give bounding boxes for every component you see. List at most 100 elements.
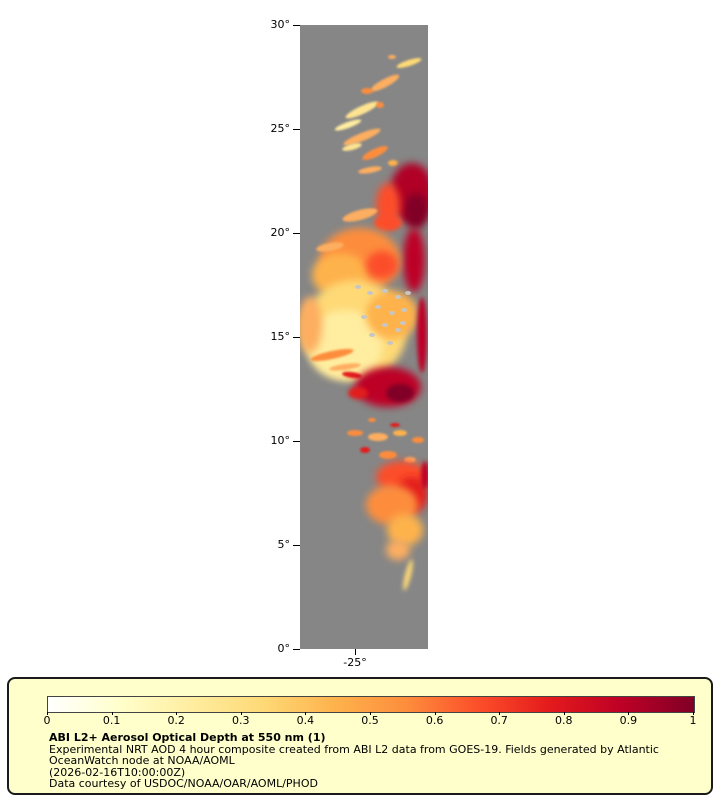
aerosol-plume (368, 433, 388, 441)
legend-title: ABI L2+ Aerosol Optical Depth at 550 nm … (49, 731, 326, 744)
cloud-speck (355, 285, 361, 289)
aerosol-plume (412, 437, 424, 443)
aerosol-plume (342, 208, 378, 222)
aerosol-plume (404, 193, 428, 229)
colorbar-tick-label: 0.9 (619, 714, 638, 727)
colorbar-tick (111, 712, 113, 715)
lat-tick (293, 336, 300, 338)
colorbar-tick (628, 712, 630, 715)
lat-tick (293, 440, 300, 442)
aerosol-plume (347, 430, 363, 436)
colorbar-tick (240, 712, 242, 715)
aerosol-plume (390, 423, 400, 427)
aerosol-plume (358, 166, 382, 174)
aod-map-figure: 30° 25° 20° 15° 10° 5° 0° -25° (270, 18, 428, 669)
cloud-speck (395, 295, 401, 299)
aerosol-plume (362, 146, 388, 160)
colorbar-tick-label: 0.3 (232, 714, 250, 727)
aerosol-plume (342, 371, 362, 379)
colorbar-tick-label: 0.2 (167, 714, 185, 727)
lat-tick-label: 0° (277, 642, 291, 655)
colorbar-tick (693, 712, 694, 715)
lat-tick (293, 648, 300, 650)
lat-tick (293, 128, 300, 130)
legend-description-line: OceanWatch node at NOAA/AOML (49, 754, 235, 768)
legend-panel: 0 0.1 0.2 0.3 0.4 0.5 0.6 0.7 0.8 0.9 1 ABI L2+ Ae… (7, 677, 713, 795)
colorbar-tick (499, 712, 501, 715)
aerosol-plume (348, 387, 368, 399)
cloud-speck (382, 289, 388, 293)
legend-description: Experimental NRT AOD 4 hour composite cr… (49, 742, 659, 791)
colorbar-tick-label: 0.8 (555, 714, 573, 727)
lat-tick-label: 20° (270, 226, 291, 239)
colorbar-tick-label: 0.1 (102, 714, 121, 727)
aerosol-plume (316, 242, 344, 252)
lat-tick-label: 15° (270, 330, 291, 343)
legend-description-line: (2026-02-16T10:00:00Z) (49, 765, 186, 779)
aerosol-plume (393, 430, 407, 436)
aerosol-plume (376, 102, 384, 108)
aerosol-plume (307, 310, 383, 380)
colorbar-tick (434, 712, 436, 715)
cloud-speck (401, 308, 407, 312)
aerosol-plume (387, 514, 423, 546)
cloud-speck (405, 291, 411, 295)
legend-description-line: Data courtesy of USDOC/NOAA/OAR/AOML/PHO… (49, 777, 318, 791)
lat-tick-label: 30° (270, 18, 291, 31)
aerosol-plume (388, 55, 396, 59)
lat-tick (293, 24, 300, 26)
aerosol-plume (417, 297, 427, 373)
cloud-speck (375, 305, 381, 309)
cloud-speck (387, 341, 393, 345)
colorbar-tick-label: 0.7 (490, 714, 508, 727)
colorbar-gradient (47, 696, 695, 713)
aerosol-plume (421, 461, 428, 489)
cloud-speck (395, 328, 401, 332)
lat-tick (293, 232, 300, 234)
aerosol-plume (403, 559, 413, 591)
aerosol-plume (360, 447, 370, 453)
aerosol-plume (329, 363, 361, 371)
cloud-speck (400, 321, 406, 325)
colorbar-tick (176, 712, 178, 715)
colorbar-tick-label: 0 (43, 714, 51, 727)
aerosol-plume (355, 367, 421, 407)
aerosol-plume (366, 251, 398, 279)
aerosol-plume (370, 74, 400, 92)
colorbar-tick (370, 712, 371, 715)
legend-description-line: Experimental NRT AOD 4 hour composite cr… (49, 742, 659, 756)
aerosol-plume (361, 88, 373, 94)
cloud-speck (361, 315, 367, 319)
lat-tick (293, 544, 300, 546)
lon-tick-label: -25° (343, 656, 367, 669)
colorbar-tick-label: 0.5 (361, 714, 379, 727)
aerosol-plume (374, 215, 402, 231)
aerosol-plume (343, 128, 381, 146)
lon-tick (355, 649, 357, 655)
aerosol-plume (334, 119, 362, 131)
aerosol-plume (342, 143, 362, 151)
colorbar-tick (47, 712, 48, 715)
colorbar-tick-label: 0.4 (296, 714, 315, 727)
lat-tick-label: 25° (270, 122, 291, 135)
colorbar-tick (305, 712, 307, 715)
legend-text: ABI L2+ Aerosol Optical Depth at 550 nm … (49, 732, 659, 790)
aerosol-plume (403, 228, 425, 292)
aerosol-plume (379, 451, 397, 459)
aod-swath-raster (300, 25, 428, 649)
cloud-speck (382, 323, 388, 327)
aerosol-plume (386, 384, 414, 402)
aerosol-plume (388, 160, 398, 166)
aerosol-plume (300, 297, 322, 353)
cloud-speck (389, 311, 395, 315)
aerosol-plume (386, 540, 410, 560)
colorbar-tick-label: 0.6 (425, 714, 444, 727)
cloud-speck (367, 291, 373, 295)
lat-tick-label: 5° (277, 538, 291, 551)
aerosol-plume (310, 348, 354, 362)
lat-tick-label: 10° (270, 434, 291, 447)
colorbar-tick (563, 712, 565, 715)
colorbar-tick-label: 1 (689, 714, 697, 727)
aerosol-plume (396, 58, 422, 68)
aerosol-plume (368, 418, 376, 422)
